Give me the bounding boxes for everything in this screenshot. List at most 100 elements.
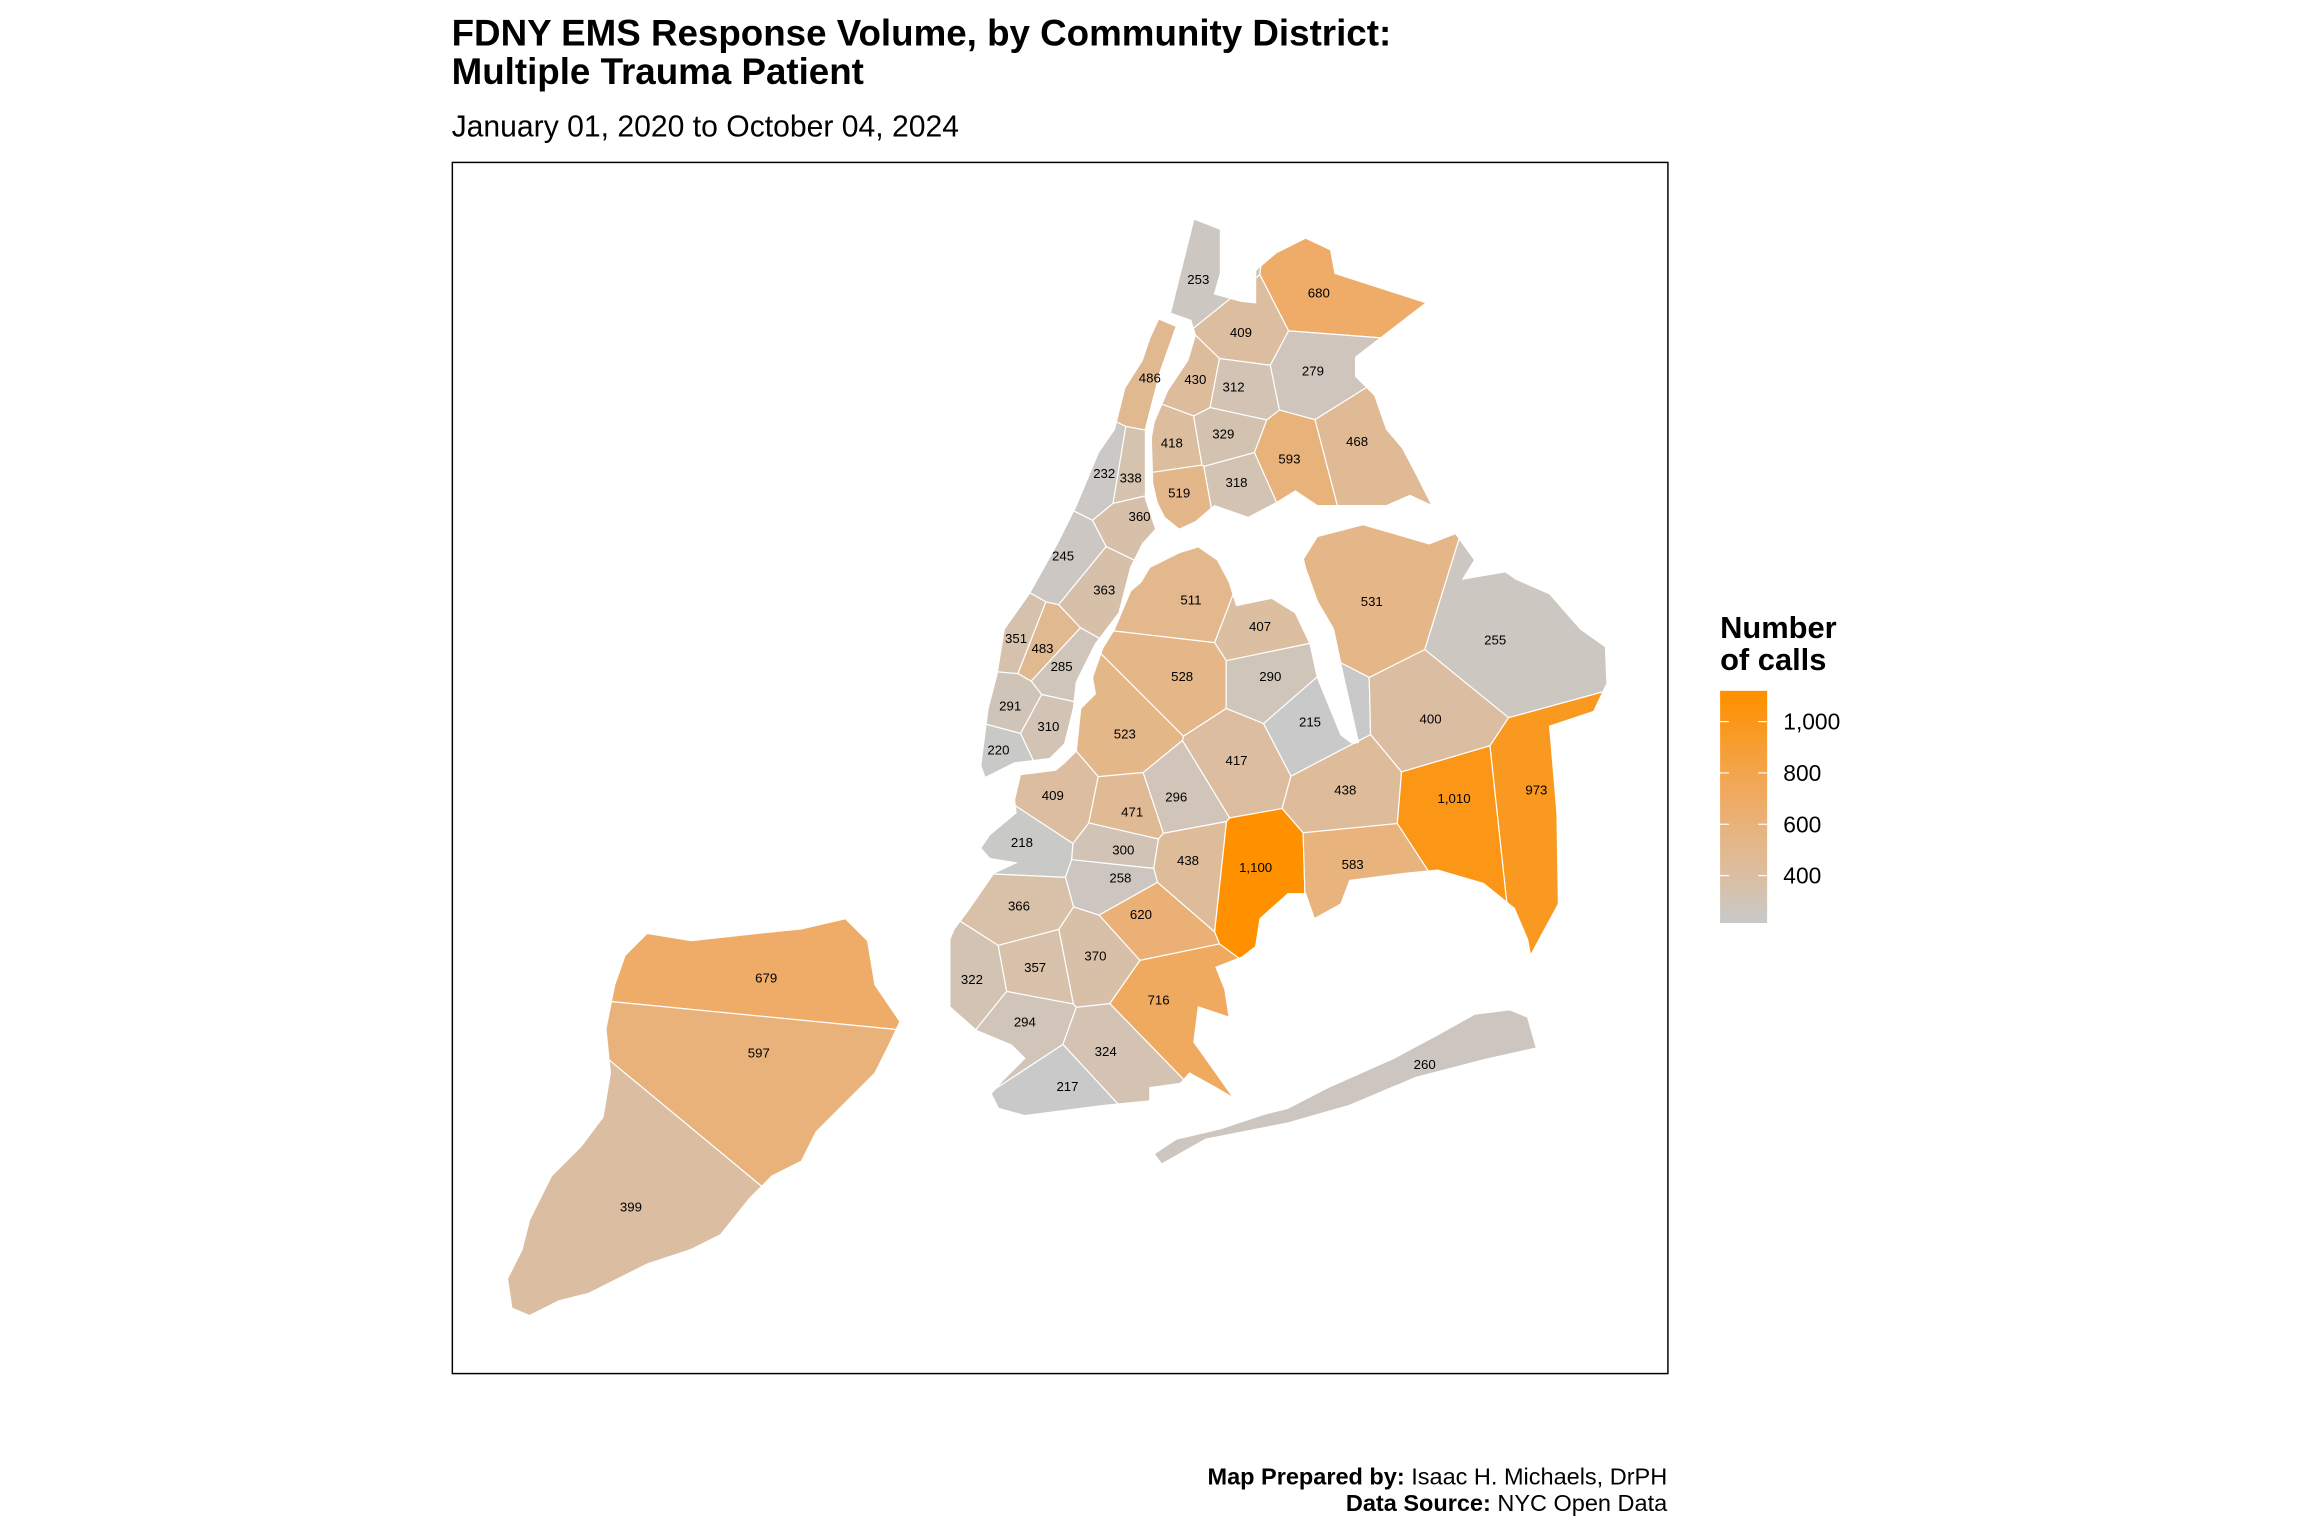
district-value-label: 322 — [961, 972, 983, 987]
district-value-label: 716 — [1148, 992, 1170, 1007]
district-value-label: 232 — [1093, 466, 1115, 481]
district-value-label: 329 — [1212, 427, 1234, 442]
district-value-label: 285 — [1051, 659, 1073, 674]
district-value-label: 468 — [1346, 434, 1368, 449]
district-value-label: 531 — [1361, 594, 1383, 609]
district-polygon — [1154, 1009, 1537, 1165]
borough-outline — [980, 318, 1177, 779]
district-polygon — [1302, 822, 1607, 1116]
district-polygon — [1151, 219, 1275, 332]
district-polygon — [980, 644, 1043, 735]
district-value-label: 486 — [1139, 371, 1161, 386]
district-value-label: 483 — [1031, 641, 1053, 656]
district-polygon — [1424, 524, 1607, 719]
map-subtitle: January 01, 2020 to October 04, 2024 — [452, 111, 959, 144]
district-polygon — [1203, 451, 1433, 530]
district-value-label: 471 — [1121, 804, 1143, 819]
map-panel-border — [451, 161, 1669, 1375]
district-value-label: 253 — [1187, 272, 1209, 287]
district-value-label: 438 — [1177, 853, 1199, 868]
district-value-label: 291 — [999, 699, 1021, 714]
district-value-label: 407 — [1249, 619, 1271, 634]
district-value-label: 260 — [1414, 1057, 1436, 1072]
district-polygon — [1259, 219, 1433, 343]
district-value-label: 366 — [1008, 898, 1030, 913]
district-value-label: 583 — [1342, 857, 1364, 872]
district-polygon — [949, 524, 1286, 644]
district-value-label: 593 — [1278, 452, 1300, 467]
district-value-label: 338 — [1120, 471, 1142, 486]
district-value-label: 218 — [1011, 835, 1033, 850]
district-value-label: 290 — [1259, 669, 1281, 684]
legend-title-line1: Number — [1720, 610, 1837, 645]
legend-title-line2: of calls — [1720, 642, 1826, 677]
footer-prepared-label: Map Prepared by: — [1207, 1464, 1404, 1490]
district-value-label: 409 — [1042, 788, 1064, 803]
district-value-label: 312 — [1223, 380, 1245, 395]
district-value-label: 258 — [1109, 870, 1131, 885]
map-title-line1: FDNY EMS Response Volume, by Community D… — [452, 13, 1392, 54]
legend-tick-label: 600 — [1783, 811, 1821, 837]
district-value-label: 399 — [620, 1200, 642, 1215]
district-polygon — [980, 318, 1107, 606]
legend: Number of calls 1,000 800 600 400 — [1720, 610, 1840, 924]
district-value-label: 370 — [1084, 948, 1106, 963]
district-value-label: 409 — [1230, 325, 1252, 340]
district-value-label: 245 — [1052, 549, 1074, 564]
legend-tick-label: 800 — [1783, 760, 1821, 786]
district-value-label: 679 — [755, 970, 777, 985]
district-polygon — [980, 318, 1127, 522]
district-polygon — [980, 318, 1047, 675]
district-value-label: 511 — [1180, 593, 1201, 608]
district-value-label: 620 — [1130, 907, 1152, 922]
footer-source-value: NYC Open Data — [1491, 1490, 1668, 1516]
district-polygons — [506, 218, 1608, 1317]
district-value-label: 1,010 — [1438, 791, 1471, 806]
district-polygon — [980, 318, 1177, 489]
district-value-label: 279 — [1302, 363, 1324, 378]
district-value-label: 310 — [1037, 719, 1059, 734]
district-value-label: 519 — [1168, 485, 1190, 500]
district-value-label: 1,100 — [1239, 860, 1272, 875]
district-labels: 253 680 409 430 312 279 418 329 593 468 519 318 486 2… — [620, 272, 1547, 1214]
district-value-label: 294 — [1014, 1015, 1036, 1030]
footer-data-source: Data Source: NYC Open Data — [1346, 1490, 1668, 1516]
district-value-label: 296 — [1165, 790, 1187, 805]
district-value-label: 220 — [987, 743, 1009, 758]
district-polygon — [1214, 807, 1310, 1011]
borough-outline — [949, 524, 1608, 1117]
district-value-label: 255 — [1484, 632, 1506, 647]
district-value-label: 360 — [1128, 509, 1150, 524]
district-value-label: 351 — [1005, 631, 1027, 646]
district-polygon — [527, 992, 900, 1316]
district-value-label: 973 — [1525, 782, 1547, 797]
district-value-label: 357 — [1024, 960, 1046, 975]
district-polygon — [949, 524, 1074, 878]
legend-ticks: 1,000 800 600 400 — [1720, 709, 1840, 889]
district-value-label: 324 — [1095, 1044, 1117, 1059]
district-value-label: 300 — [1112, 843, 1134, 858]
district-value-label: 418 — [1161, 435, 1183, 450]
district-value-label: 523 — [1114, 726, 1136, 741]
footer-source-label: Data Source: — [1346, 1490, 1491, 1516]
borough-outline — [1150, 218, 1434, 530]
legend-tick-label: 1,000 — [1783, 709, 1840, 735]
legend-colorbar — [1720, 690, 1768, 924]
district-value-label: 430 — [1184, 372, 1206, 387]
footer-prepared-by: Map Prepared by: Isaac H. Michaels, DrPH — [1207, 1464, 1667, 1490]
district-value-label: 363 — [1093, 582, 1115, 597]
district-value-label: 318 — [1225, 475, 1247, 490]
map-title-line2: Multiple Trauma Patient — [452, 51, 864, 92]
district-value-label: 417 — [1225, 753, 1247, 768]
district-value-label: 528 — [1171, 669, 1193, 684]
borough-outline — [506, 918, 901, 1317]
district-value-label: 680 — [1308, 285, 1330, 300]
district-polygon — [1109, 943, 1570, 1116]
district-value-label: 438 — [1334, 782, 1356, 797]
borough-outline — [1153, 1009, 1538, 1165]
district-value-label: 400 — [1420, 712, 1442, 727]
borough-rk — [1154, 1009, 1537, 1165]
legend-tick-label: 400 — [1783, 863, 1821, 889]
footer-prepared-value: Isaac H. Michaels, DrPH — [1405, 1464, 1667, 1490]
